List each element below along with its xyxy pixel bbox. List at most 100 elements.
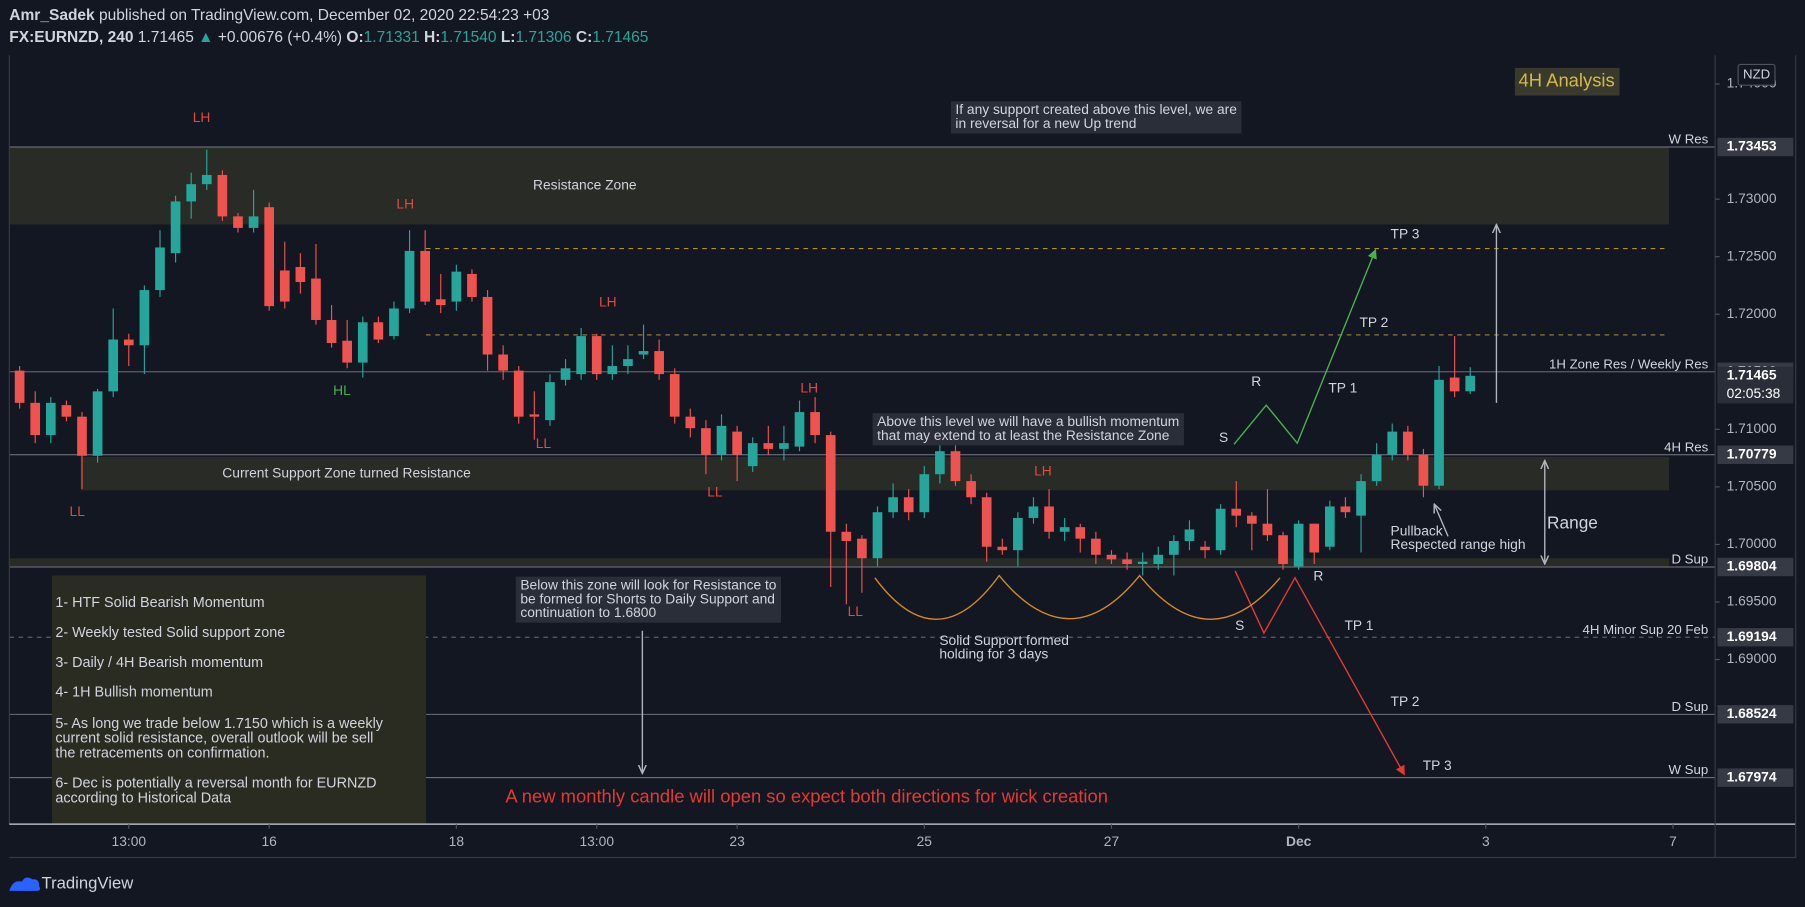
level-price-box xyxy=(1717,445,1794,464)
candle-body xyxy=(701,428,711,455)
logo xyxy=(9,877,41,891)
candle-body xyxy=(92,391,103,456)
candle-body xyxy=(654,351,664,375)
y-tick-label: 1.70000 xyxy=(1727,535,1777,551)
ohlc-value: 1.71306 xyxy=(515,29,571,46)
note-text: in reversal for a new Up trend xyxy=(955,115,1136,131)
candle-body xyxy=(966,481,976,498)
analysis-item: 5- As long we trade below 1.7150 which i… xyxy=(55,716,383,732)
note: TP 1 xyxy=(1328,380,1357,396)
candle-body xyxy=(872,512,883,559)
candle-body xyxy=(1169,540,1179,555)
candle-body xyxy=(498,354,508,371)
candle-body xyxy=(1278,535,1288,564)
candle-body xyxy=(295,267,306,282)
badge-box xyxy=(1514,67,1620,96)
level-price-box xyxy=(1717,705,1794,724)
candle-body xyxy=(1013,517,1023,551)
bull-path xyxy=(1233,248,1377,445)
author: Amr_Sadek xyxy=(9,7,95,24)
candle-body xyxy=(155,247,165,291)
note: R xyxy=(1251,373,1261,389)
note-text: Respected range high xyxy=(1391,536,1526,552)
note-text: holding for 3 days xyxy=(939,646,1048,662)
candle-body xyxy=(903,497,914,513)
note-text: that may extend to at least the Resistan… xyxy=(877,427,1170,443)
level-price: 1.69804 xyxy=(1727,558,1777,574)
x-tick-label: 23 xyxy=(729,833,745,849)
note-text: Above this level we will have a bullish … xyxy=(877,413,1179,429)
candle-body xyxy=(825,435,836,532)
note-box xyxy=(950,101,1242,134)
candle-body xyxy=(1434,379,1444,486)
analysis-box xyxy=(51,575,426,825)
change: +0.00676 (+0.4%) xyxy=(218,29,342,46)
note-text: R xyxy=(1251,373,1261,389)
candle-body xyxy=(685,416,696,429)
y-tick-label: 1.72000 xyxy=(1727,305,1777,321)
level-price-box xyxy=(1717,627,1794,647)
note: TP 1 xyxy=(1344,617,1373,633)
level-name: 1H Zone Res / Weekly Res xyxy=(1549,356,1709,371)
note: S xyxy=(1235,617,1244,633)
y-tick-label: 1.70500 xyxy=(1727,478,1777,494)
currency-box xyxy=(1737,63,1776,86)
note: S xyxy=(1219,429,1228,445)
analysis-item: according to Historical Data xyxy=(55,791,231,807)
level-price: 1.73453 xyxy=(1727,138,1777,154)
ohlc-key: H: xyxy=(424,29,440,46)
candle-body xyxy=(1371,454,1382,482)
candle-body xyxy=(1059,527,1070,532)
level-price: 1.67974 xyxy=(1727,768,1777,784)
swing-label: HL xyxy=(333,382,351,398)
candle-body xyxy=(389,308,399,337)
candle-body xyxy=(123,339,134,346)
analysis-item: 6- Dec is potentially a reversal month f… xyxy=(55,776,376,792)
candle-body xyxy=(1387,431,1398,455)
ohlc-key: C: xyxy=(576,29,592,46)
candle-body xyxy=(435,299,446,306)
note-text: Pullback xyxy=(1391,522,1443,538)
x-tick-label: Dec xyxy=(1286,833,1312,849)
candle-body xyxy=(794,412,805,447)
zone-label: Resistance Zone xyxy=(533,176,637,192)
pullback-arrow xyxy=(1434,504,1449,537)
level-price: 1.69194 xyxy=(1727,628,1777,644)
x-tick-label: 25 xyxy=(917,833,933,849)
note-text: TP 1 xyxy=(1328,380,1357,396)
candle-body xyxy=(935,451,945,475)
candle-body xyxy=(810,412,820,436)
swing-label: LL xyxy=(848,603,864,619)
candle-body xyxy=(451,271,462,302)
candle-body xyxy=(1356,481,1366,516)
candle-body xyxy=(1137,561,1148,564)
x-tick-label: 7 xyxy=(1669,833,1677,849)
candles xyxy=(14,149,1476,605)
x-tick-label: 18 xyxy=(449,833,465,849)
candle-body xyxy=(576,336,586,375)
y-tick-label: 1.71000 xyxy=(1727,420,1777,436)
note-text: R xyxy=(1313,567,1323,583)
note-text: continuation to 1.6800 xyxy=(520,604,656,620)
candle-body xyxy=(763,443,774,449)
candle-body xyxy=(248,216,259,228)
note-box xyxy=(515,576,782,623)
candle-body xyxy=(217,174,228,217)
support-arcs xyxy=(874,574,1281,620)
candle-body xyxy=(1028,506,1039,518)
candle-body xyxy=(1122,559,1132,564)
y-tick-label: 1.73000 xyxy=(1727,190,1777,206)
candle-body xyxy=(1309,523,1320,553)
level-name: W Res xyxy=(1669,132,1709,147)
candle-body xyxy=(77,416,87,456)
change-arrow: ▲ xyxy=(198,29,213,46)
candle-body xyxy=(779,443,789,449)
candle-body xyxy=(560,368,571,380)
swing-label: LH xyxy=(193,109,211,125)
candle-body xyxy=(357,322,368,363)
x-tick-label: 13:00 xyxy=(112,833,147,849)
analysis-item: 2- Weekly tested Solid support zone xyxy=(55,625,285,641)
note: If any support created above this level,… xyxy=(950,101,1242,134)
